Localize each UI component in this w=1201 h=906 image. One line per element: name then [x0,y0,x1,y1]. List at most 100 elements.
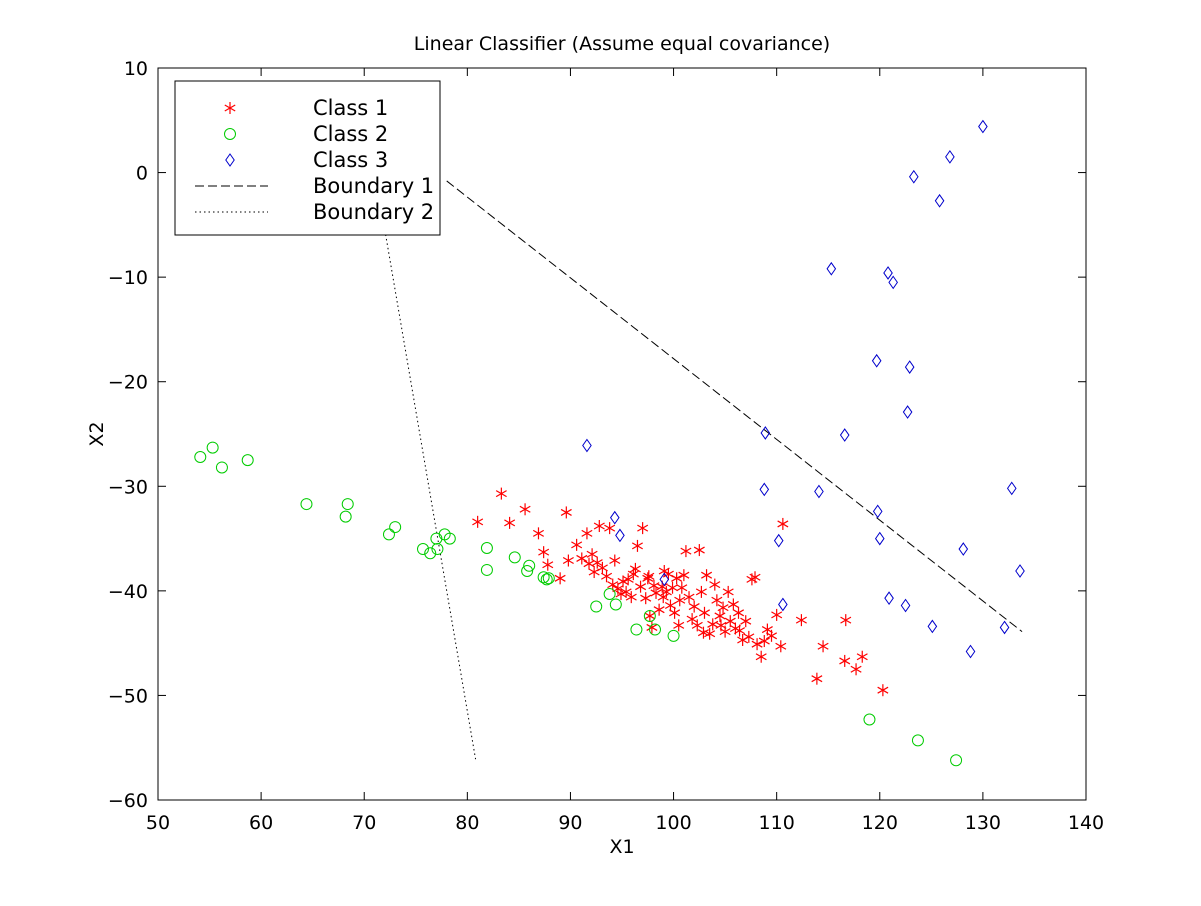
class-1-point [758,635,770,648]
class-2-point [863,713,876,726]
class-1-point [686,613,698,626]
class-1-point [653,603,665,616]
class-2-point [443,532,456,545]
class-3-point [904,360,915,374]
y-tick-label: −30 [108,476,148,498]
class-1-point [850,663,862,676]
class-1-point [678,569,690,582]
class-2-point [339,510,352,523]
class-3-point [978,119,988,134]
class-1-point [601,570,613,583]
class-1-point [629,562,641,575]
class-1-point [722,585,734,598]
class-3-point [773,533,784,548]
legend-box [174,80,441,236]
class-1-point [609,554,621,567]
class-3-point [883,266,893,280]
class-2-point [341,498,354,511]
class-1-point [751,638,763,651]
class-3-point [814,484,824,499]
class-1-point [715,619,727,632]
class-2-point [648,623,661,636]
class-1-point [709,578,721,591]
class-3-point [582,438,592,453]
class-1-point [622,573,634,586]
class-1-point [673,619,685,632]
y-axis-label: X2 [86,421,108,446]
legend-label: Class 2 [313,122,388,146]
legend-label: Class 3 [313,148,388,172]
class-2-point [480,563,493,576]
class-1-point [646,621,658,634]
class-2-point [590,600,603,613]
class-3-point [826,261,837,276]
class-2-point [521,564,534,577]
class-2-point [241,454,254,467]
y-tick-label: 10 [124,58,148,80]
class-1-point [643,570,655,583]
class-2-point [537,571,550,584]
class-2-point [609,598,622,611]
class-1-point [593,520,605,533]
class-2-point [643,609,656,622]
class-1-point [667,581,679,594]
legend-marker-3 [225,153,235,167]
class-3-point [900,598,911,613]
y-tick-label: −10 [108,267,148,289]
class-1-point [734,624,746,637]
class-3-point [902,405,913,419]
class-1-point [495,487,507,500]
legend-marker-2 [224,128,236,140]
legend-label: Class 1 [313,96,388,120]
class-3-point [872,504,883,519]
x-axis-label: X1 [609,836,634,858]
class-1-point [740,615,752,628]
class-3-point [871,353,882,368]
class-2-point [206,441,219,454]
class-3-point [759,482,770,497]
x-tick-label: 90 [558,812,582,834]
class-1-point [714,609,726,622]
y-tick-label: −40 [108,581,148,603]
class-1-point [576,552,588,565]
class-2-point [389,521,402,534]
class-1-point [732,606,745,619]
class-1-point [688,600,700,613]
class-1-point [658,564,670,577]
class-2-point [950,754,963,767]
data-points [194,119,1025,767]
class-1-point [693,544,705,557]
class-3-point [839,428,850,442]
chart-title: Linear Classifier (Assume equal covarian… [414,33,830,55]
class-1-point [743,630,755,643]
class-2-point [911,734,924,747]
class-1-point [811,672,823,685]
class-2-point [523,559,536,572]
class-1-point [571,538,583,551]
y-tick-label: −20 [108,372,148,394]
class-3-point [927,619,938,634]
class-1-point [542,558,554,571]
class-1-point [671,572,683,585]
boundary-2-line [384,230,477,760]
class-2-point [300,498,313,511]
legend-label: Boundary 1 [313,174,434,198]
class-1-point [631,539,643,552]
class-1-point [532,527,544,540]
class-1-point [727,598,739,611]
class-1-point [765,629,778,642]
class-2-point [431,543,444,556]
class-1-point [642,572,654,585]
class-3-point [609,510,620,525]
class-2-point [424,547,437,560]
class-1-point [698,606,711,619]
class-1-point [683,591,695,604]
class-1-point [635,580,647,593]
class-1-point [691,619,703,632]
x-tick-label: 70 [352,812,376,834]
class-1-point [777,517,789,530]
x-tick-label: 50 [146,812,170,834]
class-3-point [778,597,788,612]
